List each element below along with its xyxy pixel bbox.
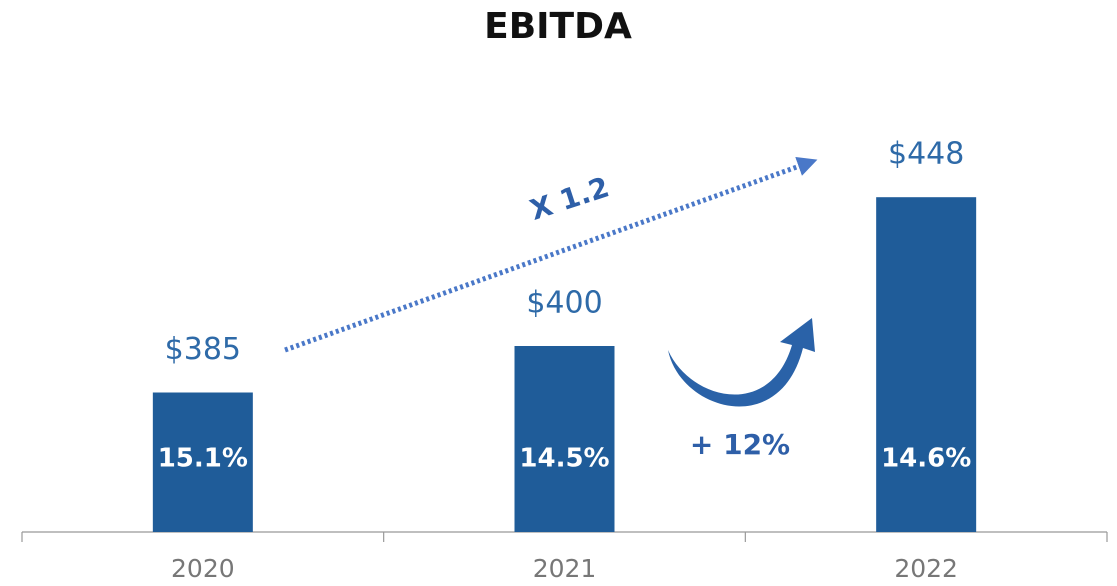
curved-arrow xyxy=(668,318,815,407)
change-label: + 12% xyxy=(690,428,790,461)
value-label: $385 xyxy=(165,332,241,367)
margin-label: 14.5% xyxy=(519,444,609,474)
growth-arrow xyxy=(284,156,818,353)
x-tick-label: 2021 xyxy=(533,554,597,583)
value-label: $448 xyxy=(888,137,964,172)
bar xyxy=(152,392,253,532)
bar xyxy=(514,346,615,532)
growth-label: X 1.2 xyxy=(526,170,613,226)
x-tick-label: 2020 xyxy=(171,554,235,583)
x-tick-label: 2022 xyxy=(894,554,958,583)
bar xyxy=(876,197,977,532)
chart-title: EBITDA xyxy=(484,6,632,47)
value-label: $400 xyxy=(526,286,602,321)
margin-label: 14.6% xyxy=(881,444,971,474)
margin-label: 15.1% xyxy=(158,444,248,474)
